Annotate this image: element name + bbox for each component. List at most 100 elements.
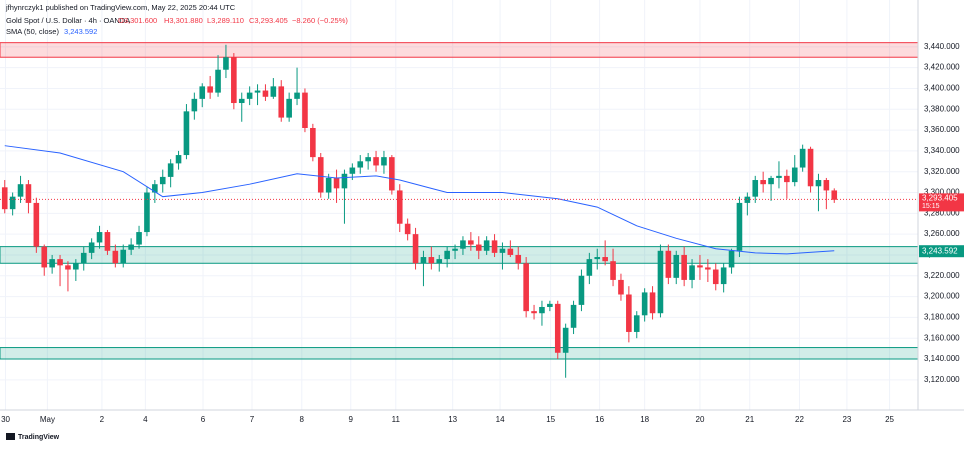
- x-tick-label: 23: [842, 415, 851, 424]
- y-tick-label: 3,300.000: [924, 188, 960, 197]
- candle-body: [25, 184, 32, 203]
- candle-body: [815, 180, 822, 187]
- candle-body: [73, 263, 79, 270]
- candle-body: [697, 265, 703, 268]
- ohlc-close: C3,293.405: [249, 16, 288, 25]
- candle-body: [720, 267, 727, 285]
- candle-body: [712, 269, 719, 285]
- candle-body: [736, 202, 743, 251]
- y-tick-label: 3,400.000: [924, 84, 960, 93]
- candle-body: [207, 86, 213, 93]
- candle-body: [483, 240, 490, 251]
- candle-body: [404, 223, 411, 235]
- candle-body: [570, 304, 577, 328]
- y-tick-label: 3,320.000: [924, 167, 960, 176]
- candle-body: [831, 190, 838, 200]
- candle-body: [657, 250, 664, 314]
- candle-body: [373, 157, 379, 166]
- candle-body: [144, 192, 150, 233]
- indicator-value: 3,243.592: [64, 27, 97, 36]
- x-tick-label: 25: [885, 415, 894, 424]
- candle-body: [578, 275, 585, 305]
- candle-body: [349, 167, 356, 174]
- y-tick-label: 3,140.000: [924, 354, 960, 363]
- ohlc-high: H3,301.880: [164, 16, 203, 25]
- candle-body: [586, 259, 593, 276]
- candle-body: [310, 127, 316, 158]
- last-price-label: 3,293.405: [922, 193, 958, 202]
- y-tick-label: 3,420.000: [924, 63, 960, 72]
- candle-body: [270, 86, 277, 97]
- candle-body: [768, 177, 774, 185]
- candle-body: [136, 232, 142, 245]
- candle-body: [17, 184, 24, 197]
- candle-body: [776, 175, 782, 178]
- candle-body: [665, 250, 672, 278]
- candle-body: [286, 98, 292, 118]
- candle-body: [460, 240, 466, 249]
- x-tick-label: 18: [640, 415, 649, 424]
- candle-body: [104, 232, 111, 251]
- candle-body: [80, 252, 87, 264]
- x-tick-label: 14: [496, 415, 505, 424]
- sma-tag: [919, 245, 964, 258]
- candle-body: [705, 267, 711, 270]
- y-tick-label: 3,180.000: [924, 312, 960, 321]
- indicator-name: SMA (50, close): [6, 27, 59, 36]
- candle-body: [33, 202, 40, 247]
- brand-logo: [6, 433, 15, 440]
- candle-body: [539, 306, 545, 314]
- candle-body: [562, 327, 569, 353]
- candle-body: [468, 240, 474, 245]
- candle-body: [475, 244, 482, 251]
- candle-body: [444, 250, 450, 260]
- y-tick-label: 3,340.000: [924, 146, 960, 155]
- candle-body: [41, 246, 48, 268]
- candle-body: [554, 303, 561, 353]
- candle-body: [507, 248, 514, 255]
- candle-body: [531, 311, 537, 314]
- ohlc-open: O3,301.600: [118, 16, 157, 25]
- y-tick-label: 3,380.000: [924, 104, 960, 113]
- candle-body: [112, 250, 119, 264]
- y-tick-label: 3,280.000: [924, 208, 960, 217]
- candle-body: [325, 177, 332, 193]
- y-tick-label: 3,360.000: [924, 125, 960, 134]
- plot-area: [0, 0, 919, 410]
- candle-body: [436, 259, 443, 264]
- candle-body: [420, 257, 427, 264]
- y-tick-label: 3,440.000: [924, 42, 960, 51]
- candle-body: [199, 86, 206, 99]
- x-tick-label: 9: [349, 415, 354, 424]
- zone: [0, 347, 919, 360]
- candle-body: [57, 259, 63, 266]
- candle-body: [317, 157, 324, 193]
- candle-body: [128, 244, 134, 250]
- candle-body: [341, 173, 348, 189]
- x-tick-label: 30: [1, 415, 10, 424]
- brand: TradingView: [18, 434, 60, 441]
- candle-body: [167, 163, 174, 177]
- candle-body: [191, 98, 198, 112]
- x-tick-label: 7: [250, 415, 255, 424]
- candle-body: [681, 254, 687, 280]
- candle-body: [791, 167, 798, 183]
- candle-body: [633, 315, 640, 332]
- x-tick-label: 22: [795, 415, 804, 424]
- y-tick-label: 3,120.000: [924, 375, 960, 384]
- candle-body: [1, 187, 8, 210]
- candle-body: [515, 254, 522, 264]
- x-tick-label: May: [40, 415, 55, 424]
- candle-body: [760, 180, 766, 185]
- candle-body: [594, 257, 601, 260]
- x-tick-label: 20: [696, 415, 705, 424]
- candle-body: [602, 257, 608, 262]
- candle-body: [231, 57, 237, 104]
- candle-body: [96, 232, 103, 243]
- candle-body: [428, 257, 435, 264]
- candle-body: [641, 292, 648, 316]
- candle-body: [333, 177, 340, 189]
- sma-line: [4, 145, 835, 255]
- candle-body: [120, 249, 127, 264]
